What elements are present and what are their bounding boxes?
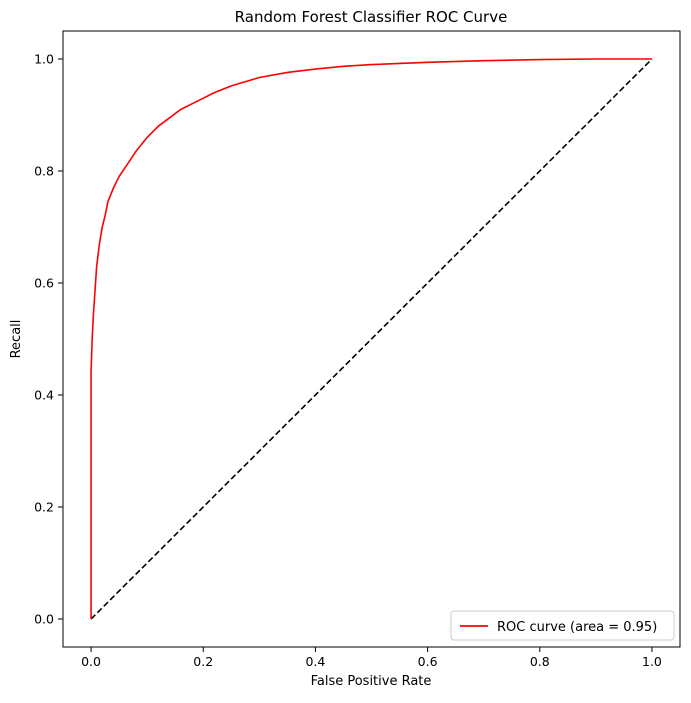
x-tick-label: 0.8: [530, 654, 550, 669]
legend: ROC curve (area = 0.95): [450, 610, 675, 641]
y-axis-ticks: 0.0 0.2 0.4 0.6 0.8 1.0: [34, 52, 63, 627]
roc-curve-line: [90, 58, 652, 619]
x-tick-label: 0.6: [418, 654, 438, 669]
x-tick-label: 0.2: [193, 654, 213, 669]
y-tick-label: 0.2: [34, 500, 54, 515]
y-tick-label: 0.8: [34, 164, 54, 179]
legend-box: [450, 610, 675, 641]
legend-label-roc: ROC curve (area = 0.95): [497, 620, 657, 635]
x-tick-label: 0.4: [305, 654, 325, 669]
y-tick-label: 0.6: [34, 276, 54, 291]
x-axis-label: False Positive Rate: [311, 674, 432, 689]
y-tick-label: 1.0: [34, 52, 54, 67]
x-tick-label: 0.0: [81, 654, 101, 669]
x-axis-ticks: 0.0 0.2 0.4 0.6 0.8 1.0: [81, 647, 662, 669]
x-tick-label: 1.0: [642, 654, 662, 669]
series-layer: [90, 58, 653, 620]
y-tick-label: 0.0: [34, 612, 54, 627]
y-tick-label: 0.4: [34, 388, 54, 403]
plot-frame: [62, 30, 681, 648]
diagonal-reference-line: [90, 58, 653, 620]
chart-title: Random Forest Classifier ROC Curve: [235, 8, 508, 26]
y-axis-label: Recall: [9, 320, 24, 359]
